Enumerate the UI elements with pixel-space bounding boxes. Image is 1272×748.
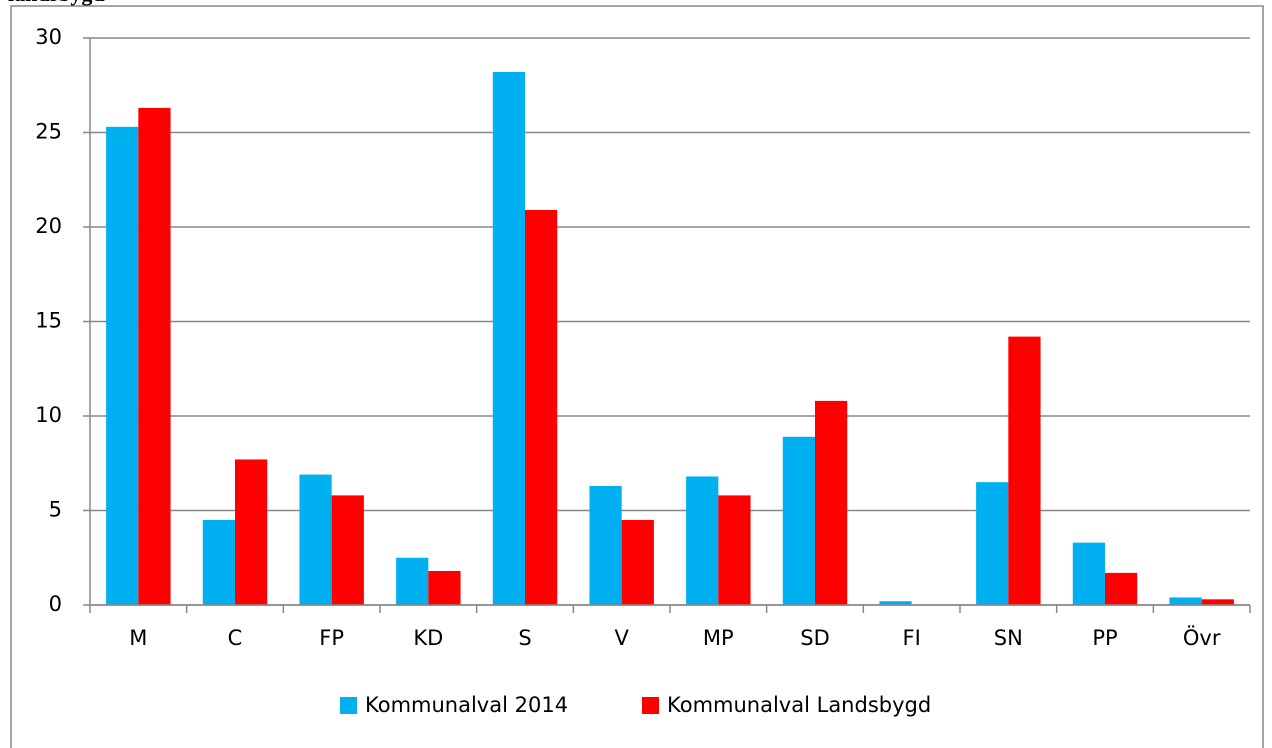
y-tick-label: 5 [49, 498, 62, 522]
bar [428, 570, 461, 605]
bar [718, 495, 751, 605]
x-tick-label: SN [994, 626, 1023, 650]
bar [1169, 597, 1202, 605]
bar [589, 485, 622, 605]
x-tick-label: Övr [1183, 625, 1221, 650]
chart-title: landsbygd [8, 0, 105, 6]
x-tick-label: KD [413, 626, 443, 650]
bar [782, 436, 815, 605]
bar [1072, 542, 1105, 605]
y-tick-label: 30 [35, 25, 62, 49]
bar [976, 482, 1009, 605]
x-tick-label: V [614, 626, 629, 650]
bar [815, 400, 848, 605]
x-tick-label: C [228, 626, 243, 650]
bar [138, 107, 171, 606]
y-tick-label: 0 [49, 592, 62, 616]
bar [1201, 599, 1234, 605]
bar [525, 209, 558, 606]
legend-label: Kommunalval 2014 [365, 693, 568, 717]
x-tick-label: SD [800, 626, 830, 650]
bar [492, 72, 525, 605]
bar [106, 126, 139, 605]
bar [235, 459, 268, 605]
chart-frame [10, 5, 1264, 748]
y-tick-label: 25 [35, 120, 62, 144]
legend-swatch [642, 697, 659, 714]
y-tick-label: 20 [35, 214, 62, 238]
bar [331, 495, 364, 605]
x-tick-label: FP [319, 626, 344, 650]
bar [621, 519, 654, 605]
bar [686, 476, 719, 605]
bar [1008, 336, 1041, 605]
x-tick-label: FI [903, 626, 921, 650]
bar [1105, 572, 1138, 605]
x-tick-label: S [518, 626, 531, 650]
x-tick-label: MP [703, 626, 734, 650]
x-tick-label: M [129, 626, 147, 650]
bar [202, 519, 235, 605]
legend-label: Kommunalval Landsbygd [667, 693, 931, 717]
bar [299, 474, 332, 605]
legend-swatch [340, 697, 357, 714]
bar [396, 557, 429, 605]
y-tick-label: 10 [35, 403, 62, 427]
x-tick-label: PP [1092, 626, 1117, 650]
bar [879, 601, 912, 605]
y-tick-label: 15 [35, 309, 62, 333]
